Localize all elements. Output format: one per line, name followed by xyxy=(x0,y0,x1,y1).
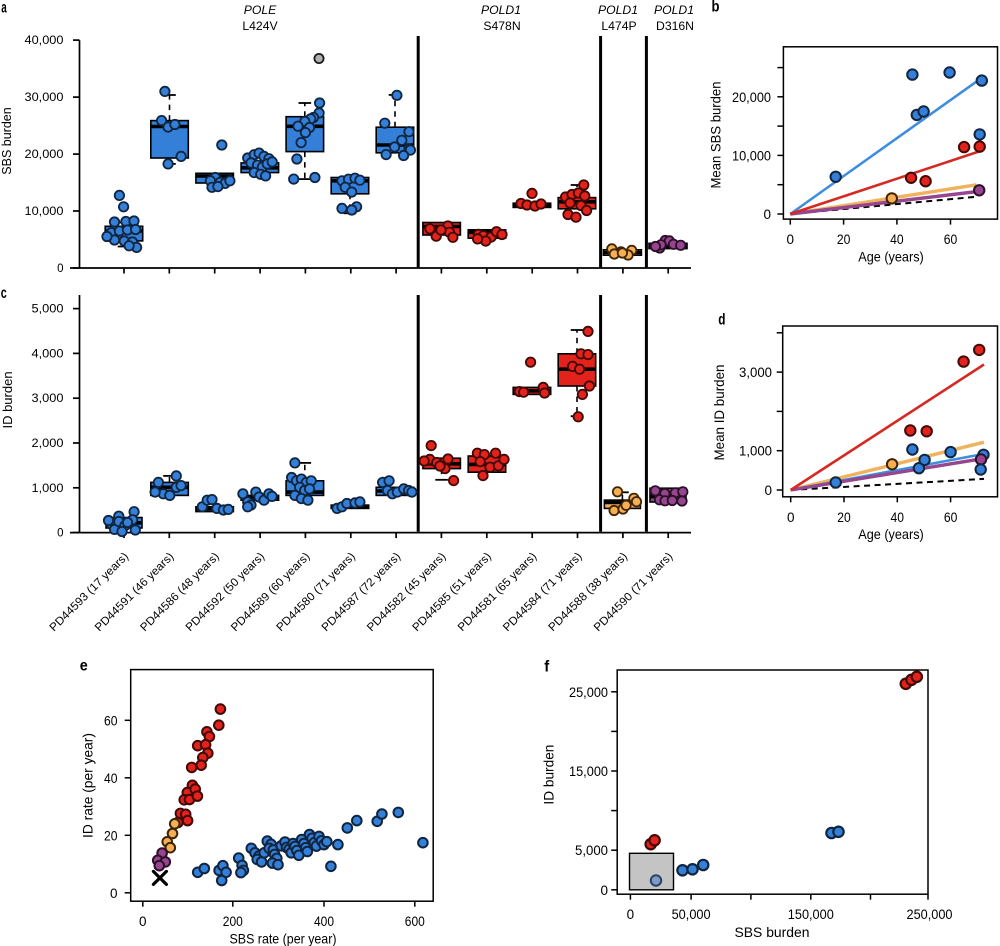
svg-text:Mean ID burden: Mean ID burden xyxy=(711,365,727,461)
svg-text:4,000: 4,000 xyxy=(32,348,64,360)
svg-text:d: d xyxy=(718,312,725,329)
svg-text:ID burden: ID burden xyxy=(541,745,557,805)
svg-text:40,000: 40,000 xyxy=(25,35,64,47)
svg-text:SBS burden: SBS burden xyxy=(735,924,810,940)
svg-text:20,000: 20,000 xyxy=(732,90,771,105)
svg-text:POLD1: POLD1 xyxy=(654,3,694,17)
svg-text:30,000: 30,000 xyxy=(25,92,64,104)
svg-text:250,000: 250,000 xyxy=(907,907,953,922)
svg-text:c: c xyxy=(1,285,7,302)
svg-text:0: 0 xyxy=(763,207,771,222)
svg-text:60: 60 xyxy=(944,232,958,247)
svg-text:0: 0 xyxy=(627,907,635,922)
svg-text:SBS rate (per year): SBS rate (per year) xyxy=(230,931,337,946)
svg-text:400: 400 xyxy=(314,914,334,929)
svg-text:20: 20 xyxy=(837,232,851,247)
svg-text:25,000: 25,000 xyxy=(569,685,608,700)
svg-text:Age (years): Age (years) xyxy=(858,249,924,265)
svg-text:2,000: 2,000 xyxy=(32,438,64,450)
svg-text:40: 40 xyxy=(104,771,118,786)
svg-text:Mean SBS burden: Mean SBS burden xyxy=(708,82,724,189)
svg-text:0: 0 xyxy=(57,528,63,540)
svg-text:3,000: 3,000 xyxy=(32,393,64,405)
svg-text:POLD1: POLD1 xyxy=(481,3,521,17)
svg-text:60: 60 xyxy=(944,510,958,525)
svg-text:600: 600 xyxy=(405,914,425,929)
svg-text:1,000: 1,000 xyxy=(32,483,64,495)
svg-text:0: 0 xyxy=(787,510,795,525)
svg-text:150,000: 150,000 xyxy=(788,907,834,922)
svg-text:20: 20 xyxy=(104,828,118,843)
svg-text:1,000: 1,000 xyxy=(739,444,772,459)
svg-text:40: 40 xyxy=(891,510,905,525)
svg-text:Age (years): Age (years) xyxy=(858,526,924,542)
svg-text:0: 0 xyxy=(139,914,147,929)
svg-text:L424V: L424V xyxy=(242,19,278,33)
svg-text:60: 60 xyxy=(104,713,118,728)
svg-text:5,000: 5,000 xyxy=(32,304,64,316)
svg-text:POLD1: POLD1 xyxy=(598,3,638,17)
svg-text:f: f xyxy=(544,658,550,675)
svg-text:ID burden: ID burden xyxy=(0,371,15,428)
svg-text:5,000: 5,000 xyxy=(575,843,608,858)
svg-text:15,000: 15,000 xyxy=(569,764,608,779)
svg-text:POLE: POLE xyxy=(244,3,277,17)
svg-text:3,000: 3,000 xyxy=(739,365,772,380)
svg-text:0: 0 xyxy=(787,232,795,247)
svg-text:40: 40 xyxy=(890,232,904,247)
svg-text:e: e xyxy=(80,658,88,675)
svg-text:a: a xyxy=(1,0,7,17)
svg-text:200: 200 xyxy=(223,914,243,929)
svg-text:L474P: L474P xyxy=(601,19,636,33)
svg-text:0: 0 xyxy=(110,886,118,901)
svg-text:b: b xyxy=(712,0,720,16)
svg-text:D316N: D316N xyxy=(656,19,694,33)
svg-text:20: 20 xyxy=(837,510,851,525)
svg-text:S478N: S478N xyxy=(483,19,520,33)
svg-text:SBS burden: SBS burden xyxy=(0,107,14,174)
svg-text:0: 0 xyxy=(600,883,608,898)
svg-text:50,000: 50,000 xyxy=(672,907,711,922)
svg-text:10,000: 10,000 xyxy=(732,148,771,163)
svg-text:0: 0 xyxy=(764,483,772,498)
svg-text:ID rate (per year): ID rate (per year) xyxy=(80,733,96,838)
svg-text:20,000: 20,000 xyxy=(25,149,64,161)
svg-text:10,000: 10,000 xyxy=(25,206,64,218)
svg-text:0: 0 xyxy=(57,263,63,275)
